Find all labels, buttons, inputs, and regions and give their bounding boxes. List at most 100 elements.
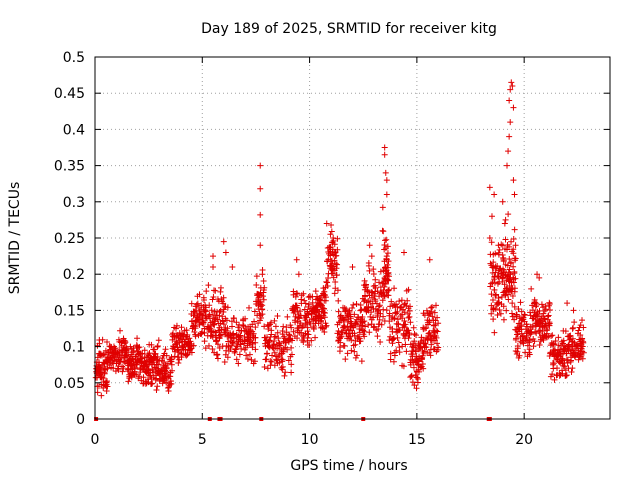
- data-point: [526, 337, 533, 344]
- data-point: [196, 321, 203, 328]
- x-tick-label: 0: [91, 432, 100, 448]
- data-point: [193, 301, 200, 308]
- data-point: [271, 317, 278, 324]
- data-point: [360, 327, 367, 334]
- data-point: [530, 343, 537, 350]
- data-point: [279, 366, 286, 373]
- data-point: [401, 249, 407, 256]
- data-point: [497, 310, 504, 317]
- data-point: [517, 322, 524, 329]
- data-point: [533, 312, 540, 319]
- data-point: [423, 325, 430, 332]
- y-tick-label: 0.35: [54, 159, 85, 175]
- data-point: [163, 365, 170, 372]
- data-point: [293, 256, 300, 263]
- data-point: [393, 301, 400, 308]
- data-point: [167, 381, 174, 388]
- data-point: [364, 287, 371, 294]
- data-point: [117, 327, 124, 334]
- data-point: [492, 292, 499, 299]
- data-point: [309, 299, 316, 306]
- data-point: [369, 289, 376, 296]
- data-point: [573, 343, 580, 350]
- data-point: [526, 351, 533, 358]
- data-point: [510, 104, 517, 111]
- data-point: [141, 354, 148, 361]
- data-point: [305, 331, 312, 338]
- data-point: [527, 329, 534, 336]
- data-point: [426, 256, 433, 263]
- data-point: [547, 373, 554, 380]
- data-point: [288, 361, 295, 368]
- data-point: [258, 315, 265, 322]
- data-point: [580, 324, 587, 331]
- data-point: [236, 351, 243, 358]
- data-point: [395, 339, 402, 346]
- data-point: [544, 313, 551, 320]
- data-point: [322, 294, 329, 301]
- data-point: [562, 328, 569, 335]
- data-point: [365, 259, 372, 266]
- data-point: [383, 177, 390, 184]
- data-point: [551, 341, 558, 348]
- data-point: [250, 330, 257, 337]
- data-point: [274, 345, 281, 352]
- data-point: [428, 341, 435, 348]
- data-point: [391, 315, 398, 322]
- data-point: [370, 314, 377, 321]
- data-point: [161, 359, 168, 366]
- data-point: [547, 349, 554, 356]
- data-point: [406, 313, 413, 320]
- data-point: [411, 331, 418, 338]
- data-point: [382, 237, 389, 244]
- y-tick-label: 0.25: [54, 231, 85, 247]
- data-points: [92, 79, 587, 421]
- data-point: [334, 235, 341, 242]
- data-point: [511, 191, 518, 198]
- data-point: [376, 302, 383, 309]
- data-point: [141, 347, 148, 354]
- data-point: [331, 290, 338, 297]
- data-point: [162, 346, 169, 353]
- data-point: [120, 365, 127, 372]
- data-point: [100, 375, 107, 382]
- data-point: [265, 343, 272, 350]
- data-point: [506, 133, 513, 140]
- data-point: [428, 308, 435, 315]
- data-point: [541, 315, 548, 322]
- data-point: [509, 300, 516, 307]
- data-point: [295, 271, 302, 278]
- data-point: [322, 323, 329, 330]
- data-point: [400, 363, 407, 370]
- data-point: [504, 162, 510, 169]
- data-point: [252, 324, 259, 331]
- data-point: [175, 359, 182, 366]
- data-point: [353, 301, 360, 308]
- data-point: [191, 329, 198, 336]
- data-point: [488, 280, 495, 287]
- data-point: [357, 338, 364, 345]
- data-point: [506, 256, 513, 263]
- data-point: [423, 344, 430, 351]
- data-point: [433, 327, 440, 334]
- data-point: [125, 378, 132, 385]
- data-point: [545, 321, 552, 328]
- data-point: [540, 310, 547, 317]
- data-point: [200, 294, 207, 301]
- data-point: [383, 236, 390, 243]
- data-point: [568, 368, 575, 375]
- data-point: [192, 331, 199, 338]
- data-point: [251, 318, 258, 325]
- data-point: [389, 336, 396, 343]
- data-point: [381, 293, 388, 300]
- data-point: [414, 374, 421, 381]
- data-point: [168, 361, 175, 368]
- data-point: [160, 376, 167, 383]
- x-axis-label: GPS time / hours: [290, 458, 407, 474]
- data-point: [330, 235, 337, 241]
- data-point: [237, 332, 244, 339]
- data-point: [383, 191, 390, 198]
- data-point: [371, 323, 378, 330]
- data-point: [247, 327, 254, 334]
